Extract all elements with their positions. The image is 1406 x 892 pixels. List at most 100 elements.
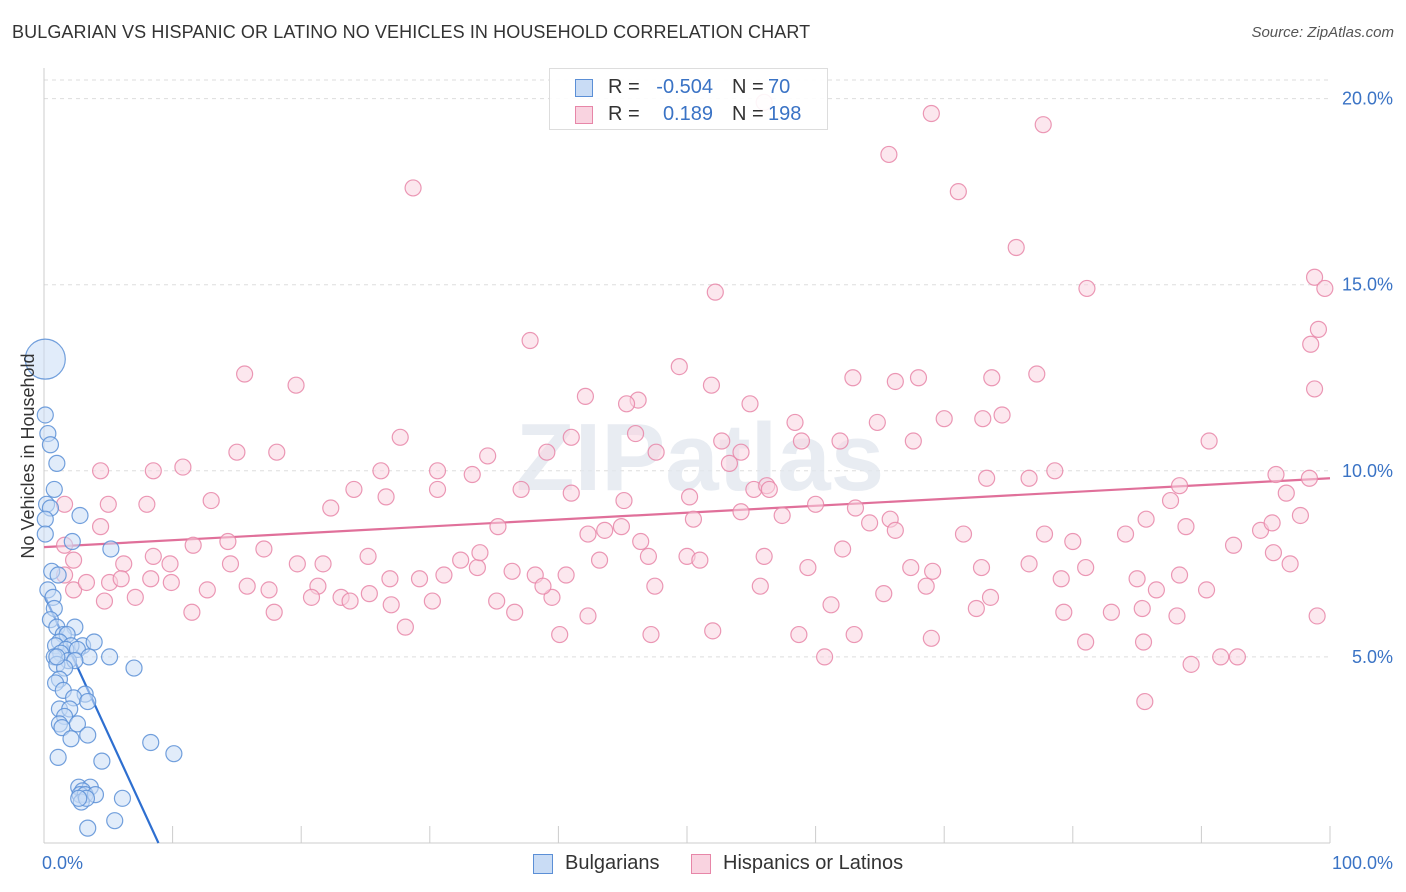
point-bulgarian: [79, 819, 97, 837]
point-hispanic: [322, 499, 340, 517]
bottom-legend-label: Hispanics or Latinos: [723, 852, 904, 874]
point-hispanic: [91, 462, 110, 480]
point-hispanic: [1034, 116, 1052, 134]
bottom-legend-swatch-hispanics: [691, 854, 711, 874]
point-hispanic: [732, 503, 750, 521]
axes: [43, 68, 1331, 844]
point-hispanic: [1263, 514, 1281, 532]
point-hispanic: [1102, 603, 1120, 621]
point-hispanic: [557, 566, 575, 584]
point-bulgarian: [125, 659, 143, 677]
point-hispanic: [162, 573, 180, 592]
point-hispanic: [534, 577, 552, 595]
point-hispanic: [161, 555, 179, 573]
point-hispanic: [1264, 544, 1283, 562]
point-hispanic: [917, 577, 935, 595]
point-hispanic: [435, 566, 453, 584]
point-hispanic: [806, 495, 825, 513]
point-hispanic: [704, 622, 722, 640]
point-hispanic: [909, 369, 928, 387]
point-hispanic: [314, 555, 332, 573]
point-hispanic: [868, 413, 886, 432]
point-hispanic: [396, 618, 414, 636]
point-hispanic: [503, 562, 521, 580]
point-hispanic: [144, 547, 162, 566]
point-hispanic: [260, 581, 278, 599]
point-bulgarian: [79, 692, 97, 711]
point-hispanic: [512, 480, 530, 499]
point-hispanic: [579, 525, 597, 543]
point-hispanic: [886, 521, 904, 539]
point-hispanic: [287, 376, 305, 394]
point-hispanic: [924, 562, 942, 580]
point-hispanic: [1291, 506, 1310, 525]
point-hispanic: [1020, 469, 1038, 487]
point-hispanic: [799, 558, 817, 577]
y-axis-label: No Vehicles in Household: [18, 353, 38, 558]
point-hispanic: [391, 428, 409, 446]
legend-swatch-hispanics: [575, 106, 593, 124]
point-hispanic: [720, 454, 739, 472]
chart-source: Source: ZipAtlas.com: [1251, 24, 1394, 41]
legend-r-value: -0.504: [656, 76, 713, 98]
point-hispanic: [816, 648, 834, 666]
point-hispanic: [684, 510, 703, 528]
point-hispanic: [647, 443, 665, 461]
point-hispanic: [834, 540, 852, 558]
point-hispanic: [922, 104, 940, 123]
point-hispanic: [831, 432, 849, 450]
point-hispanic: [790, 625, 808, 644]
point-hispanic: [538, 443, 556, 461]
point-hispanic: [1077, 633, 1095, 651]
point-bulgarian: [24, 338, 66, 380]
point-hispanic: [112, 570, 130, 588]
point-bulgarian: [41, 436, 60, 454]
legend-n-value: 70: [768, 76, 791, 98]
x-tick-label: 0.0%: [42, 853, 83, 873]
point-hispanic: [632, 532, 650, 551]
point-hispanic: [981, 588, 1000, 606]
point-bulgarian: [113, 789, 132, 807]
point-hispanic: [95, 592, 114, 610]
point-hispanic: [706, 283, 724, 301]
point-hispanic: [428, 462, 447, 480]
point-hispanic: [238, 577, 256, 595]
point-bulgarian: [48, 648, 66, 666]
point-hispanic: [993, 406, 1011, 424]
point-hispanic: [846, 499, 865, 517]
point-bulgarian: [71, 506, 89, 525]
bottom-legend: Bulgarians Hispanics or Latinos: [0, 850, 1406, 878]
point-hispanic: [1170, 566, 1189, 584]
point-hispanic: [255, 540, 273, 558]
point-hispanic: [452, 551, 470, 569]
point-bulgarian: [93, 752, 111, 770]
point-hispanic: [1116, 525, 1135, 543]
point-bulgarian: [49, 566, 67, 584]
point-hispanic: [861, 514, 879, 532]
point-bulgarian: [102, 540, 120, 558]
point-hispanic: [1224, 536, 1243, 554]
point-hispanic: [302, 588, 321, 606]
point-hispanic: [551, 625, 569, 644]
point-hispanic: [760, 480, 778, 499]
point-hispanic: [1168, 607, 1186, 625]
point-hispanic: [954, 525, 973, 543]
point-hispanic: [713, 432, 731, 450]
point-hispanic: [1197, 581, 1216, 599]
point-hispanic: [617, 395, 636, 413]
point-hispanic: [345, 480, 363, 499]
point-hispanic: [1128, 570, 1146, 588]
point-hispanic: [773, 506, 791, 525]
point-hispanic: [702, 376, 721, 394]
point-hispanic: [1212, 648, 1230, 666]
point-hispanic: [341, 592, 359, 610]
legend-r-value: 0.189: [662, 103, 713, 125]
tick-labels: 5.0% 10.0% 15.0% 20.0% 0.0% 100.0%: [42, 89, 1393, 873]
point-hispanic: [174, 458, 192, 476]
point-hispanic: [236, 365, 254, 383]
point-hispanic: [506, 603, 524, 621]
point-hispanic: [543, 588, 561, 606]
legend-row-bulgarians: R = -0.504 N = 70: [550, 75, 827, 101]
point-bulgarian: [80, 648, 98, 666]
